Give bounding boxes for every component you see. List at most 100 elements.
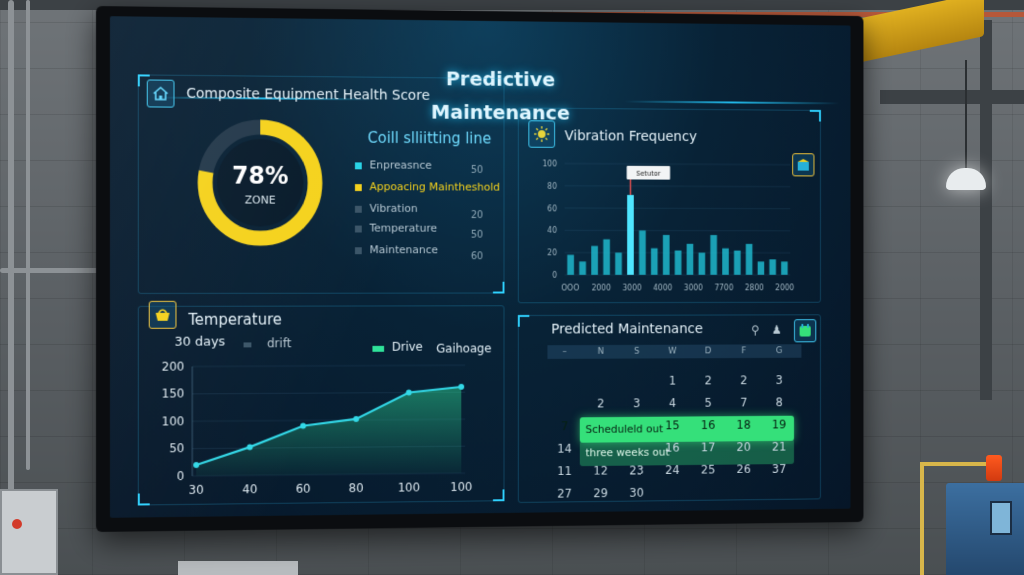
drive-legend-swatch xyxy=(372,346,384,352)
calendar-day[interactable]: 11 xyxy=(547,464,581,478)
calendar-day[interactable]: 19 xyxy=(762,418,796,432)
home-icon[interactable] xyxy=(147,79,175,107)
gridline xyxy=(565,186,791,187)
calendar-weekday: W xyxy=(656,347,690,357)
user-icon[interactable]: ♟ xyxy=(772,323,782,337)
calendar-weekday: G xyxy=(762,346,796,356)
floor-equipment xyxy=(178,561,298,575)
vibration-bar xyxy=(627,195,634,275)
safety-rail xyxy=(920,462,924,575)
legend-item: Maintenance 60 xyxy=(355,243,438,256)
indicator-light xyxy=(12,519,22,529)
temperature-point xyxy=(193,462,199,468)
calendar-weekday: F xyxy=(727,346,761,356)
calendar-day[interactable]: 27 xyxy=(547,487,581,501)
calendar-day[interactable]: 16 xyxy=(691,418,725,432)
vibration-bar xyxy=(710,235,717,275)
range-label: 30 days xyxy=(174,335,225,350)
calendar-day[interactable]: 24 xyxy=(656,463,690,477)
vibration-bar xyxy=(591,246,598,275)
wall-pipe xyxy=(0,268,100,273)
calendar-icon[interactable] xyxy=(794,319,816,342)
calendar-day[interactable]: 30 xyxy=(620,486,654,500)
calendar-title: Predicted Maintenance xyxy=(551,321,703,337)
gridline xyxy=(565,164,791,165)
vibration-bar xyxy=(769,259,776,274)
y-tick-label: 60 xyxy=(547,204,557,213)
x-tick-label: 2000 xyxy=(592,284,611,293)
calendar-day[interactable]: 29 xyxy=(584,486,618,500)
vibration-bar xyxy=(687,244,694,275)
wall-monitor: Predictive Maintenance Composite Equipme… xyxy=(96,6,863,532)
calendar-day[interactable]: 7 xyxy=(727,396,761,410)
vibration-bar xyxy=(675,250,682,274)
vibration-bar xyxy=(699,253,706,275)
temperature-title: Temperature xyxy=(188,311,281,329)
calendar-panel: Predicted Maintenance ⚲ ♟ – N S W D F G 1 2 2 3 2 3 4… xyxy=(518,314,821,503)
vibration-bar xyxy=(746,244,753,275)
health-panel: Composite Equipment Health Score 78% ZON… xyxy=(138,74,505,294)
legend-item: Vibration 20 xyxy=(355,202,418,215)
vibration-bar xyxy=(639,230,646,274)
x-tick-label: 4000 xyxy=(653,284,672,293)
vibration-panel: Vibration Frequency 100 80 60 40 20 0 Setutor O… xyxy=(518,107,821,303)
calendar-day[interactable]: 37 xyxy=(762,462,796,476)
wall-pipe xyxy=(26,0,30,470)
y-tick-label: 40 xyxy=(547,226,557,235)
legend-swatch xyxy=(355,162,362,169)
calendar-day[interactable]: 15 xyxy=(656,418,690,432)
temperature-point xyxy=(458,384,464,390)
calendar-day[interactable]: 3 xyxy=(620,396,654,410)
calendar-day[interactable]: 8 xyxy=(762,395,796,409)
y-tick-label: 0 xyxy=(552,271,557,280)
calendar-day[interactable]: 16 xyxy=(656,441,690,455)
calendar-day[interactable]: 25 xyxy=(691,463,725,477)
calendar-day[interactable]: 7 xyxy=(547,419,581,433)
panel-corner xyxy=(493,282,504,294)
calendar-day[interactable]: 2 xyxy=(727,373,761,387)
warning-beacon xyxy=(986,455,1002,481)
drift-swatch xyxy=(244,342,252,347)
y-tick-label: 80 xyxy=(547,182,557,191)
calendar-day[interactable]: 23 xyxy=(620,463,654,477)
calendar-day[interactable]: 3 xyxy=(762,373,796,387)
vibration-title: Vibration Frequency xyxy=(565,128,697,144)
calendar-weekday: S xyxy=(620,347,654,357)
other-legend-label: Gaihoage xyxy=(436,342,491,356)
temperature-chart: 200 150 100 50 0 30 40 60 80 100 100 xyxy=(139,355,506,506)
calendar-day[interactable]: 14 xyxy=(547,442,581,456)
vibration-bar xyxy=(579,262,586,275)
calendar-day[interactable]: 21 xyxy=(762,440,796,454)
calendar-day[interactable]: 2 xyxy=(584,397,618,411)
calendar-grid: – N S W D F G 1 2 2 3 2 3 4 5 7 8 7 15 16 18 19 14 16 17 20 21 11 12… xyxy=(519,315,820,316)
y-tick-label: 100 xyxy=(542,159,557,168)
calendar-day[interactable]: 4 xyxy=(656,396,690,410)
calendar-day[interactable]: 26 xyxy=(727,462,761,476)
basket-icon[interactable] xyxy=(149,301,177,329)
calendar-day[interactable]: 18 xyxy=(727,418,761,432)
electrical-box xyxy=(0,489,58,575)
legend-swatch xyxy=(355,225,362,232)
health-score-value: 78% xyxy=(194,162,325,190)
calendar-day[interactable]: 5 xyxy=(691,396,725,410)
steel-column xyxy=(980,20,992,400)
callout-label: Setutor xyxy=(636,170,660,178)
vibration-bar xyxy=(651,248,658,275)
health-zone-label: ZONE xyxy=(194,193,325,206)
vibration-bar xyxy=(734,251,741,275)
x-tick-label: 60 xyxy=(296,482,311,496)
x-tick-label: 2000 xyxy=(775,283,794,292)
vibration-bar xyxy=(722,248,729,275)
calendar-day[interactable]: 1 xyxy=(656,374,690,388)
search-icon[interactable]: ⚲ xyxy=(751,323,759,337)
panel-corner xyxy=(518,315,529,327)
x-tick-label: OOO xyxy=(561,284,579,293)
y-tick-label: 100 xyxy=(162,414,185,428)
calendar-day[interactable]: 12 xyxy=(584,464,618,478)
calendar-day[interactable]: 20 xyxy=(727,440,761,454)
calendar-day[interactable]: 2 xyxy=(691,374,725,388)
calendar-weekday: N xyxy=(584,347,618,357)
y-tick-label: 150 xyxy=(162,387,185,401)
wall-pipe xyxy=(8,0,14,500)
calendar-day[interactable]: 17 xyxy=(691,440,725,454)
